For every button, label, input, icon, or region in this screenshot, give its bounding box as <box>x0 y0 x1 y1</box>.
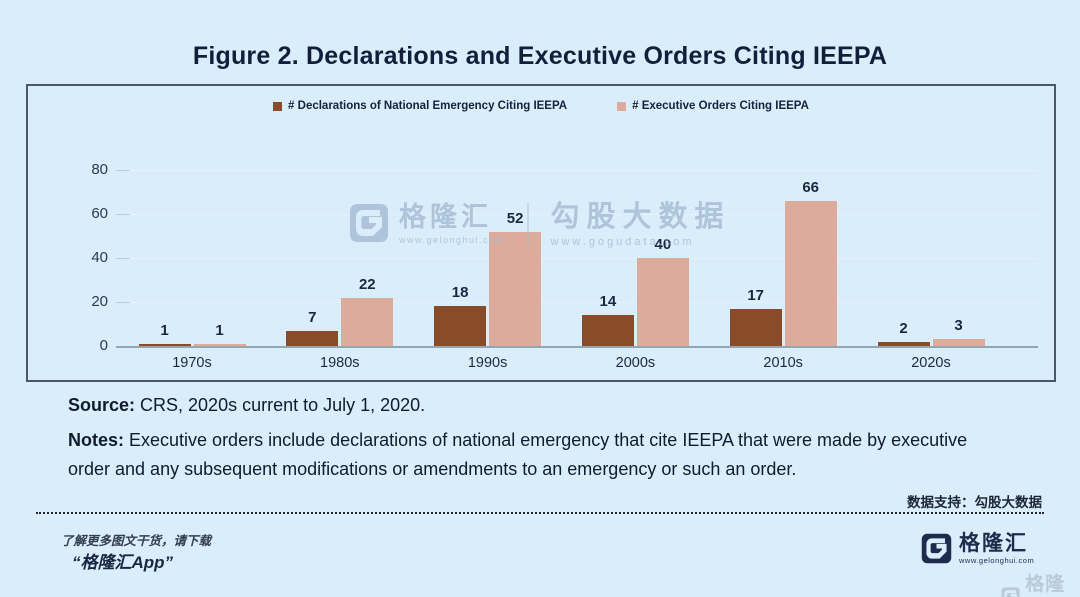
value-label-orders-2010s: 66 <box>802 178 820 196</box>
source-label: Source: <box>68 395 136 415</box>
value-label-declarations-1990s: 18 <box>451 284 469 302</box>
plot-area: 0 20 40 60 80 1 1 1970s 7 22 1980s 18 52 1990s 14 40 200… <box>28 86 1054 380</box>
chart-title: Figure 2. Declarations and Executive Ord… <box>192 42 888 70</box>
x-axis-label-1990s: 1990s <box>467 355 508 371</box>
data-support-note: 数据支持：勾股大数据 <box>907 495 1042 510</box>
value-label-orders-1970s: 1 <box>215 321 224 339</box>
footer-brand-text: 格隆汇 <box>959 532 1028 555</box>
gridline-20 <box>116 302 1038 303</box>
bar-orders-2000s <box>636 258 689 346</box>
x-axis-label-1970s: 1970s <box>172 355 212 371</box>
ytick-20 <box>116 302 130 303</box>
ytick-40 <box>116 258 130 259</box>
gridline-0 <box>116 346 1038 348</box>
x-axis-label-2010s: 2010s <box>763 355 803 371</box>
bar-declarations-1990s <box>434 306 487 346</box>
dotted-divider <box>36 512 1044 514</box>
bar-orders-1980s <box>341 297 394 346</box>
notes-line: Notes: Executive orders include declarat… <box>68 426 984 484</box>
source-text: CRS, 2020s current to July 1, 2020. <box>135 395 426 415</box>
y-axis-label-60: 60 <box>91 205 108 222</box>
legend-label-orders: # Executive Orders Citing IEEPA <box>632 100 809 112</box>
y-axis-label-40: 40 <box>91 249 108 266</box>
value-label-orders-2020s: 3 <box>954 317 963 335</box>
value-label-orders-1980s: 22 <box>358 275 376 293</box>
ytick-80 <box>116 170 130 171</box>
legend-swatch-declarations <box>273 101 283 111</box>
footer-brand-logo: 格隆汇 www.gelonghui.com <box>921 532 1035 566</box>
bar-declarations-2010s <box>729 308 782 346</box>
y-axis-label-20: 20 <box>91 293 108 310</box>
value-label-orders-2000s: 40 <box>654 236 672 253</box>
legend-label-declarations: # Declarations of National Emergency Cit… <box>288 100 568 112</box>
gridline-80 <box>116 170 1038 171</box>
footer-logo-icon <box>921 533 952 564</box>
bar-declarations-1970s <box>138 343 191 346</box>
notes-label: Notes: <box>68 430 125 450</box>
footer-brand-url: www.gelonghui.com <box>959 556 1035 566</box>
notes-text: Executive orders include declarations of… <box>68 430 968 479</box>
value-label-declarations-2010s: 17 <box>747 286 765 304</box>
bar-orders-1970s <box>193 343 246 346</box>
value-label-declarations-2020s: 2 <box>899 319 908 337</box>
bar-declarations-2020s <box>877 341 930 346</box>
x-axis-label-2020s: 2020s <box>911 355 951 371</box>
value-label-declarations-2000s: 14 <box>599 293 617 311</box>
footer-brand-block: 格隆汇 www.gelonghui.com <box>959 532 1035 566</box>
corner-watermark: 格隆汇 <box>1001 569 1080 597</box>
gridline-40 <box>116 258 1038 259</box>
x-axis-label-2000s: 2000s <box>615 355 656 371</box>
chart-legend: # Declarations of National Emergency Cit… <box>28 100 1054 112</box>
ytick-60 <box>116 214 130 215</box>
x-axis-label-1980s: 1980s <box>320 355 360 371</box>
legend-item-declarations: # Declarations of National Emergency Cit… <box>273 100 567 112</box>
y-axis-label-0: 0 <box>99 337 108 354</box>
source-line: Source: CRS, 2020s current to July 1, 20… <box>68 395 425 416</box>
bar-declarations-2000s <box>581 315 634 346</box>
gridline-60 <box>116 214 1038 215</box>
bar-orders-1990s <box>489 231 542 346</box>
legend-item-orders: # Executive Orders Citing IEEPA <box>617 100 809 112</box>
chart-panel: # Declarations of National Emergency Cit… <box>26 84 1056 382</box>
legend-swatch-orders <box>617 101 627 111</box>
bar-declarations-1980s <box>286 330 339 346</box>
corner-watermark-text: 格隆汇 <box>1025 574 1066 595</box>
value-label-orders-1990s: 52 <box>506 209 524 227</box>
y-axis-label-80: 80 <box>91 161 108 178</box>
promo-app-name: “格隆汇App” <box>72 553 174 572</box>
bar-orders-2020s <box>932 339 985 346</box>
value-label-declarations-1970s: 1 <box>160 321 169 339</box>
bar-orders-2010s <box>784 200 837 346</box>
corner-watermark-icon <box>1001 586 1020 597</box>
value-label-declarations-1980s: 7 <box>308 308 317 326</box>
promo-text: 了解更多图文干货，请下载 <box>61 534 212 548</box>
